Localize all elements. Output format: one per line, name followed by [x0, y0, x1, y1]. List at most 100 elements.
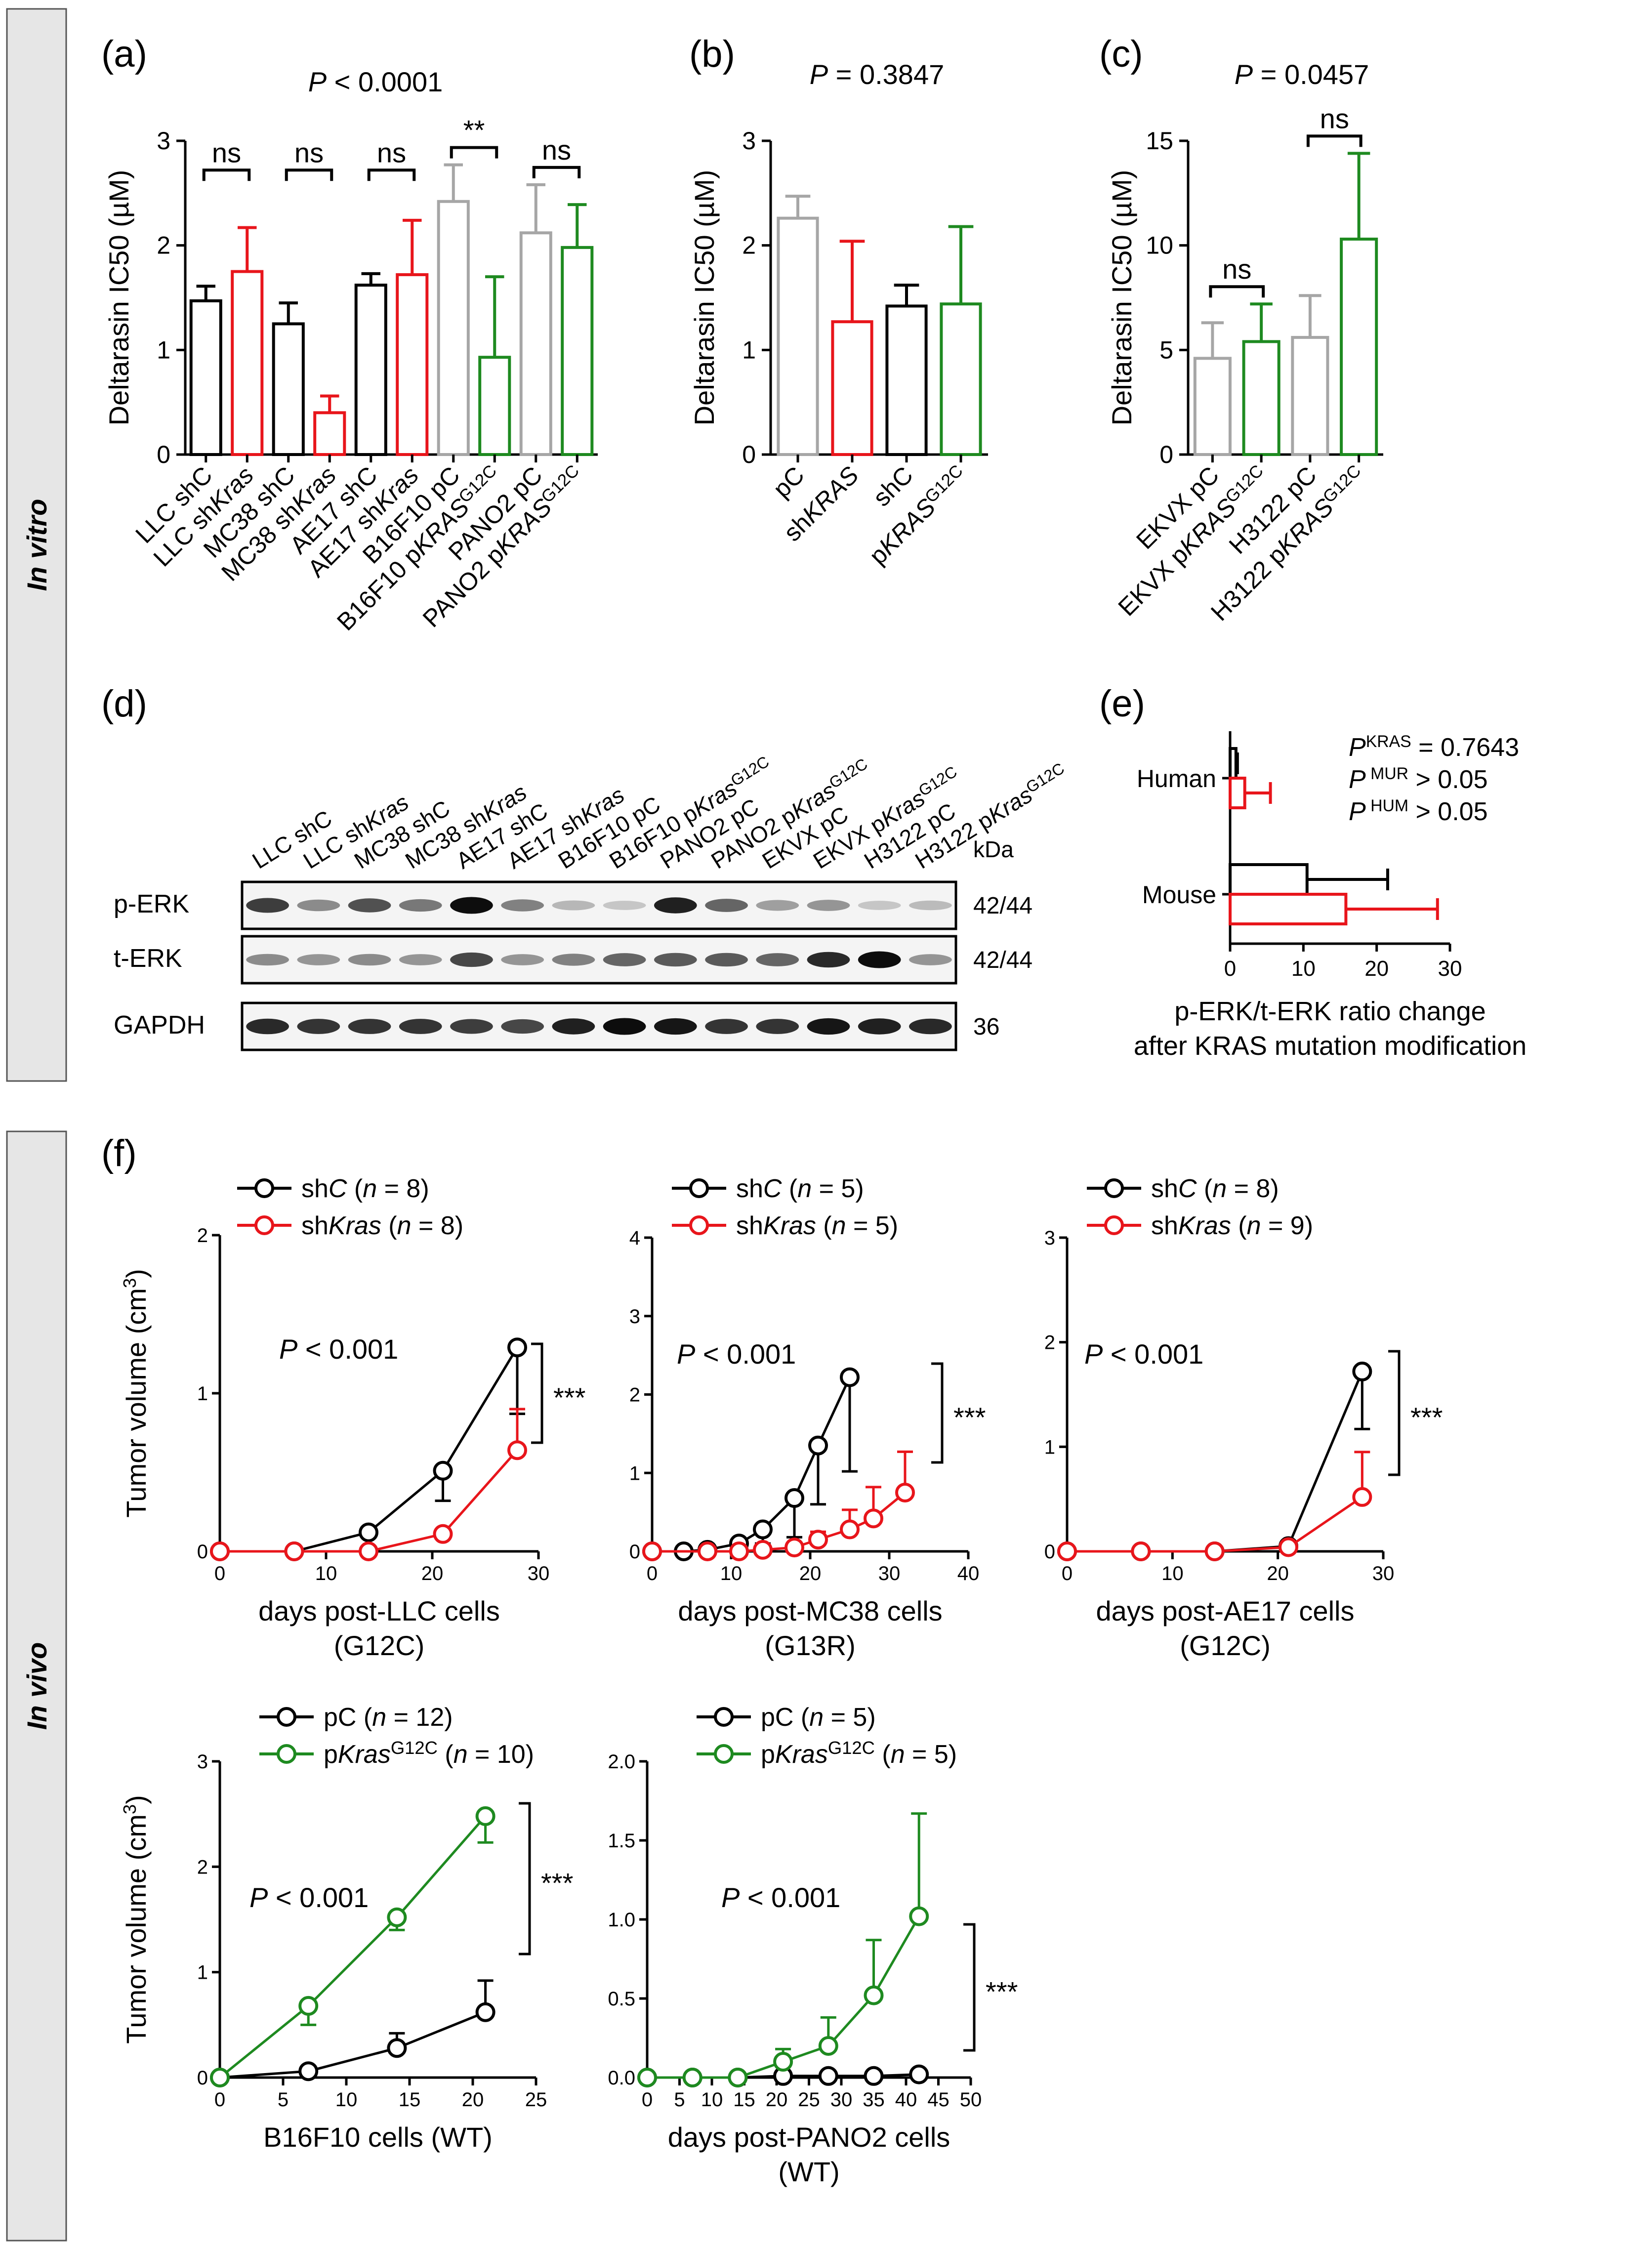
legend-marker — [689, 1178, 709, 1198]
x-tick-label: 30 — [1438, 957, 1462, 981]
significance-label: ** — [463, 115, 485, 146]
data-point — [298, 2061, 319, 2081]
x-tick-label: 30 — [528, 1563, 550, 1584]
x-axis-label: p-ERK/t-ERK ratio change — [1174, 997, 1486, 1026]
text-span: sh — [736, 1211, 763, 1240]
text-span: Tumor volume (cm — [121, 1288, 152, 1518]
text-span: sh — [301, 1174, 329, 1203]
significance-bracket — [367, 168, 416, 181]
significance-label: *** — [553, 1382, 585, 1413]
blot-band — [654, 897, 697, 914]
y-tick-label: 0 — [197, 2067, 208, 2089]
text-span: C — [1178, 1174, 1197, 1203]
data-point — [359, 1541, 378, 1561]
x-tick-label: pKRASG12C — [864, 461, 973, 570]
bar — [189, 299, 222, 456]
section-in-vivo-box — [6, 1130, 67, 2242]
text-span: Kras — [775, 1740, 828, 1769]
series-line — [219, 2011, 486, 2079]
text-span: = 8) — [412, 1211, 464, 1240]
text-span: G12C — [1319, 461, 1364, 506]
x-axis-label: days post-PANO2 cells — [668, 2122, 950, 2153]
blot-band — [552, 954, 595, 966]
x-tick-label: 35 — [863, 2089, 885, 2111]
significance-bracket — [931, 1362, 944, 1464]
blot-band — [246, 954, 289, 966]
text-span: > 0.05 — [1408, 797, 1487, 826]
x-tick-label: 10 — [701, 2089, 723, 2111]
x-tick-label: 20 — [766, 2089, 788, 2111]
p-value-annotation: P HUM > 0.05 — [1349, 796, 1488, 826]
significance-bracket — [1388, 1350, 1401, 1476]
y-tick-label: 1 — [629, 1462, 640, 1484]
legend-label: pKrasG12C (n = 10) — [324, 1738, 534, 1769]
text-span: = 9) — [1261, 1211, 1314, 1240]
blot-band — [756, 900, 799, 911]
y-tick-label: 2 — [629, 1384, 640, 1406]
data-point — [840, 1367, 860, 1387]
data-point — [753, 1519, 773, 1540]
bar — [1291, 335, 1329, 457]
text-span: < 0.001 — [740, 1882, 840, 1913]
text-span: = 5) — [824, 1703, 876, 1732]
blot-band — [756, 1019, 799, 1034]
x-tick-label: 15 — [733, 2089, 755, 2111]
bar — [1229, 747, 1238, 780]
y-axis-label: Deltarasin IC50 (µM) — [689, 170, 720, 426]
x-tick-label: 25 — [525, 2089, 547, 2111]
panel-label: (a) — [101, 33, 147, 75]
text-span: G12C — [728, 752, 772, 790]
x-tick-label: 25 — [798, 2089, 820, 2111]
text-span: sh — [301, 1211, 329, 1240]
text-span: Kras — [763, 1211, 816, 1240]
bar — [1193, 357, 1232, 456]
blot-band — [705, 953, 748, 967]
series-line — [652, 1376, 851, 1553]
legend-label: shKras (n = 5) — [736, 1211, 898, 1240]
bar — [1242, 340, 1280, 457]
text-span: n — [397, 1211, 412, 1240]
blot-band — [909, 900, 952, 911]
text-span: sh — [1151, 1211, 1178, 1240]
text-span: Kras — [338, 1740, 391, 1769]
kda-label: 42/44 — [973, 947, 1032, 973]
y-axis-label: Tumor volume (cm3) — [120, 1795, 152, 2044]
data-point — [682, 2068, 702, 2087]
text-span: ( — [438, 1740, 454, 1769]
legend-label: shC (n = 8) — [1151, 1174, 1279, 1203]
significance-bracket — [532, 166, 581, 178]
x-tick-label: 15 — [399, 2089, 421, 2111]
text-span: sh — [736, 1174, 763, 1203]
y-tick-label: 3 — [157, 127, 170, 155]
section-in-vivo: In vivo — [6, 1130, 67, 2242]
blot-band — [348, 954, 391, 966]
text-span: P — [1235, 59, 1253, 90]
text-span: < 0.001 — [268, 1882, 369, 1913]
text-span: p — [324, 1703, 338, 1732]
x-tick-label: 10 — [335, 2089, 358, 2111]
significance-bracket — [202, 168, 251, 181]
significance-label: *** — [541, 1868, 573, 1899]
legend-marker — [277, 1707, 296, 1727]
series-line — [220, 1346, 519, 1553]
blot-band — [705, 1019, 748, 1034]
category-label: Human — [1137, 765, 1216, 792]
data-point — [210, 2068, 230, 2087]
text-span: sh — [1151, 1174, 1178, 1203]
blot-band — [297, 899, 340, 912]
y-axis-label: Deltarasin IC50 (µM) — [103, 170, 134, 426]
y-tick-label: 1 — [197, 1962, 208, 1984]
kda-header: kDa — [973, 836, 1014, 862]
data-point — [359, 1522, 378, 1542]
y-tick-label: 1.5 — [608, 1830, 635, 1852]
chart-title: P < 0.0001 — [308, 66, 443, 97]
y-tick-label: 2 — [742, 232, 756, 259]
panel-label: (f) — [101, 1132, 137, 1174]
x-tick-label: 10 — [1291, 957, 1316, 981]
blot-row-label: GAPDH — [114, 1011, 205, 1040]
data-point — [642, 1541, 662, 1561]
